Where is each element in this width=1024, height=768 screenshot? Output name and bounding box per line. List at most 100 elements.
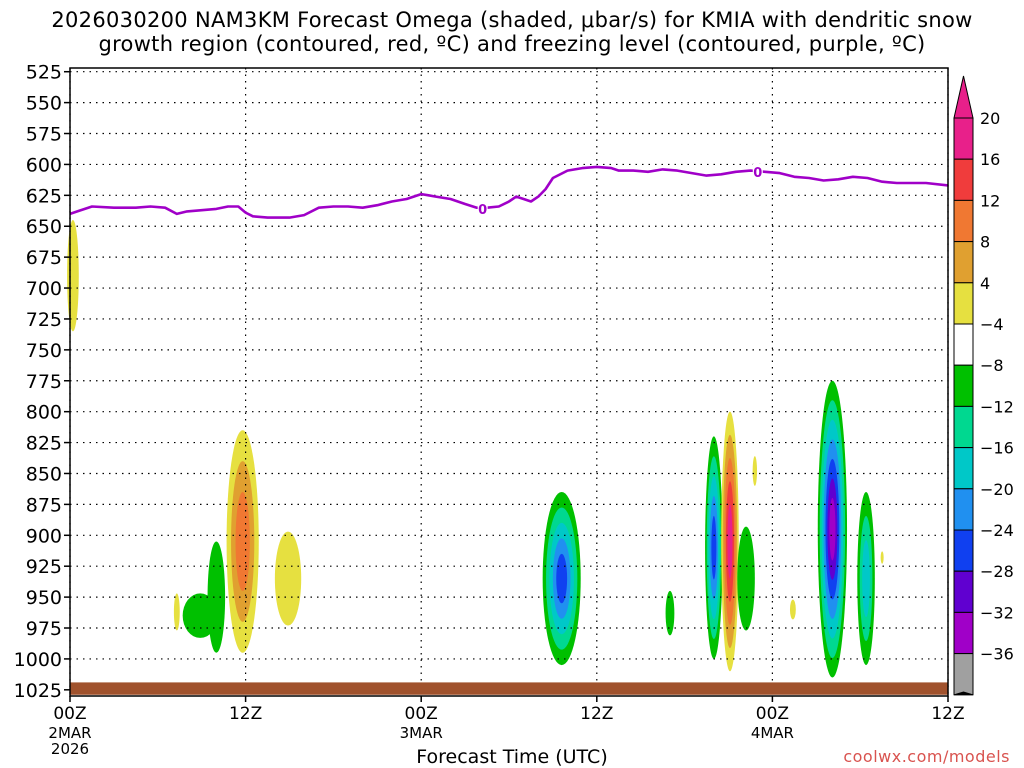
omega-feature [207, 541, 226, 653]
omega-contour [752, 456, 758, 486]
colorbar-label: 8 [980, 233, 990, 252]
y-tick-label: 600 [26, 154, 62, 176]
omega-feature [721, 411, 739, 672]
y-tick-label: 700 [26, 278, 62, 300]
omega-contour [556, 553, 568, 604]
omega-feature [789, 599, 796, 620]
omega-contour [829, 497, 836, 561]
colorbar-label: −32 [980, 603, 1014, 622]
colorbar-label: 4 [980, 274, 990, 293]
colorbar-segment [953, 323, 974, 366]
freezing-level-line [69, 165, 949, 219]
colorbar-label: −20 [980, 480, 1014, 499]
colorbar-segment [953, 611, 974, 655]
omega-contour [665, 590, 675, 636]
omega-feature [542, 492, 581, 666]
credit-text[interactable]: coolwx.com/models [843, 747, 1010, 766]
x-axis-title: Forecast Time (UTC) [416, 746, 608, 768]
y-tick-label: 525 [26, 62, 62, 84]
omega-feature [817, 380, 848, 678]
omega-contour [173, 593, 180, 631]
plot-frame [69, 67, 949, 697]
colorbar-label: 12 [980, 191, 1000, 210]
x-tick-date: 2MAR [48, 724, 91, 742]
colorbar-segment [953, 653, 974, 696]
omega-feature [857, 492, 875, 666]
x-tick-label: 12Z [580, 704, 613, 724]
omega-feature [752, 456, 758, 486]
colorbar-label: −24 [980, 521, 1014, 540]
chart-title-line-1: 2026030200 NAM3KM Forecast Omega (shaded… [51, 8, 973, 32]
colorbar-label: −16 [980, 439, 1014, 458]
ground-strip [70, 682, 948, 695]
y-tick-label: 925 [26, 556, 62, 578]
omega-feature [880, 551, 884, 564]
omega-feature [182, 593, 218, 638]
omega-feature [274, 531, 302, 626]
omega-contour [880, 551, 884, 564]
omega-feature [737, 526, 755, 631]
omega-contour [737, 526, 755, 631]
colorbar-segment [953, 447, 974, 490]
y-tick-label: 975 [26, 618, 62, 640]
chart-title-line-2: growth region (contoured, red, ºC) and f… [98, 32, 926, 56]
omega-contour [235, 492, 250, 591]
omega-feature [67, 220, 79, 332]
omega-contour [711, 515, 717, 580]
y-tick-label: 1000 [14, 649, 62, 671]
colorbar-bottom-triangle [953, 691, 974, 696]
y-tick-label: 625 [26, 185, 62, 207]
colorbar-label: 20 [980, 109, 1000, 128]
y-tick-label: 675 [26, 247, 62, 269]
x-tick-label: 12Z [931, 704, 964, 724]
x-tick-year: 2026 [51, 740, 89, 758]
y-tick-label: 750 [26, 340, 62, 362]
freezing-level-label: 0 [478, 203, 487, 218]
omega-contour [862, 540, 870, 618]
colorbar-segment [953, 529, 974, 572]
omega-feature [665, 590, 675, 636]
y-tick-label: 800 [26, 402, 62, 424]
y-tick-label: 875 [26, 494, 62, 516]
colorbar-label: −12 [980, 397, 1014, 416]
colorbar-label: 16 [980, 150, 1000, 169]
omega-contour [727, 504, 733, 579]
colorbar-segment [953, 405, 974, 449]
y-tick-label: 825 [26, 433, 62, 455]
x-tick-label: 00Z [405, 704, 438, 724]
colorbar-label: −8 [980, 356, 1004, 375]
colorbar-segment [953, 241, 974, 284]
x-tick-date: 3MAR [400, 724, 443, 742]
y-tick-label: 575 [26, 124, 62, 146]
y-tick-label: 1025 [14, 680, 62, 702]
colorbar-label: −36 [980, 645, 1014, 664]
omega-contour [789, 599, 796, 620]
colorbar-segment [953, 282, 974, 325]
omega-contour [182, 593, 218, 638]
omega-contour [67, 220, 79, 332]
y-axis: 525 550 575 600 625 650 675 700 725 750 775 800 825 8… [14, 62, 70, 702]
omega-contour [274, 531, 302, 626]
colorbar-segment [953, 488, 974, 531]
colorbar-segment [953, 158, 974, 201]
y-tick-label: 775 [26, 371, 62, 393]
x-tick-date: 4MAR [751, 724, 794, 742]
x-tick-label: 12Z [229, 704, 262, 724]
colorbar-label: −4 [980, 315, 1004, 334]
colorbar-top-triangle [953, 75, 974, 119]
x-tick-label: 00Z [53, 704, 86, 724]
colorbar-segment [953, 199, 974, 243]
omega-contour [207, 541, 226, 653]
y-tick-label: 900 [26, 525, 62, 547]
colorbar-segment [953, 364, 974, 407]
freezing-label-bg [752, 163, 763, 179]
colorbar-segment [953, 117, 974, 160]
colorbar: 20 16 12 8 4 −4 −8 −12 −16 −20 −24 −28 −32 −36 [953, 75, 1014, 696]
y-tick-label: 950 [26, 587, 62, 609]
omega-feature [173, 593, 180, 631]
colorbar-label: −28 [980, 562, 1014, 581]
y-tick-label: 725 [26, 309, 62, 331]
y-tick-label: 650 [26, 216, 62, 238]
